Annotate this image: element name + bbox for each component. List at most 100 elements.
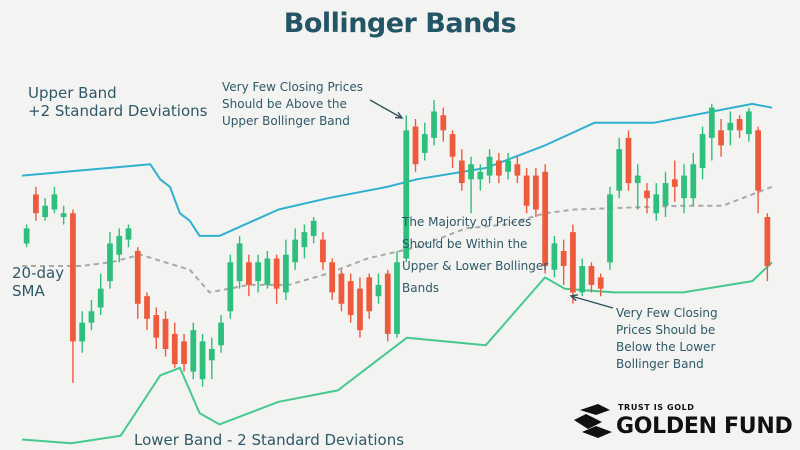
annotation-within-bands: The Majority of Prices Should be Within … [402, 215, 549, 295]
candle [60, 205, 67, 225]
candle [542, 164, 549, 274]
candle [264, 250, 271, 289]
candle-body [468, 164, 474, 180]
candle-body [42, 205, 49, 218]
candle-body [144, 296, 150, 319]
upper-band-label: Upper Band +2 Standard Deviations [28, 84, 208, 120]
chart-title: Bollinger Bands [283, 8, 517, 39]
candle-body [560, 250, 567, 267]
candle [468, 156, 474, 214]
candle-body [264, 258, 271, 285]
candle-body [634, 175, 641, 184]
candle [616, 137, 623, 199]
candle [449, 130, 456, 169]
candle [708, 103, 715, 161]
candle [486, 149, 493, 184]
candle [588, 262, 595, 293]
logo-mark-icon [574, 404, 612, 438]
candle [162, 311, 169, 357]
candle [199, 333, 206, 387]
candle [97, 273, 104, 316]
candle-body [440, 115, 447, 131]
candle-body [551, 243, 558, 270]
candle [625, 130, 632, 191]
arrow-bottom [570, 295, 614, 309]
candle-body [653, 194, 660, 214]
candle [375, 273, 382, 304]
candle [607, 186, 613, 270]
annotation-above-upper: Very Few Closing Prices Should be Above … [222, 80, 363, 128]
candle-body [718, 130, 724, 146]
candle-body [505, 160, 511, 172]
candle [662, 171, 669, 218]
candle-body [338, 273, 345, 304]
candle-body [273, 258, 280, 289]
candle-body [236, 243, 243, 282]
candle [671, 160, 678, 202]
candle [699, 126, 706, 180]
candle-body [755, 130, 761, 191]
candle [292, 228, 299, 270]
logo-tagline: TRUST IS GOLD [618, 403, 695, 412]
candle-body [134, 250, 141, 304]
candle-body [125, 228, 132, 240]
candle-body [745, 111, 752, 135]
candle [181, 333, 187, 372]
candle-body [764, 217, 771, 267]
logo-name: GOLDEN FUND [616, 414, 793, 439]
candle [70, 209, 76, 383]
candle-body [283, 254, 289, 293]
candle [514, 156, 521, 184]
candle [338, 269, 345, 312]
candle-body [625, 137, 632, 184]
candle-body [384, 273, 391, 334]
candle-body [486, 156, 493, 176]
candle [301, 224, 308, 259]
candle-body [329, 262, 336, 293]
candle [33, 186, 39, 221]
candle [357, 277, 363, 338]
candle [634, 164, 641, 210]
arrow-bottom-head [569, 294, 579, 302]
candle-body [153, 315, 160, 338]
candle [125, 224, 132, 248]
candle [190, 322, 197, 380]
candle [283, 239, 289, 300]
candle-body [727, 122, 734, 131]
annotation-below-lower: Very Few Closing Prices Should be Below … [616, 306, 718, 371]
candle [208, 337, 215, 380]
candle [523, 168, 530, 214]
candle [477, 164, 484, 191]
candle [597, 273, 604, 297]
candle-body [310, 220, 317, 236]
candle-body [227, 262, 234, 312]
candle [745, 107, 752, 142]
candle-body [514, 164, 521, 176]
candle [245, 254, 252, 297]
candle-body [107, 243, 113, 282]
candle [727, 111, 734, 146]
lower-band-label: Lower Band - 2 Standard Deviations [134, 431, 405, 449]
candle [421, 122, 428, 161]
candle [495, 152, 502, 184]
candle [79, 311, 86, 353]
candle [144, 292, 150, 331]
candle-body [97, 288, 104, 308]
candle [681, 164, 687, 214]
candle [273, 254, 280, 304]
candle [560, 239, 567, 285]
candle-body [181, 341, 187, 365]
candle-body [366, 277, 373, 312]
candle [718, 119, 724, 157]
candle [310, 217, 317, 244]
candle [153, 307, 160, 349]
candle-body [23, 228, 30, 244]
candle [23, 224, 30, 248]
candle-body [245, 262, 252, 285]
candle-body [662, 183, 669, 206]
candle-body [199, 341, 206, 380]
candle [644, 183, 650, 214]
candle-body [255, 262, 261, 282]
candle [412, 119, 419, 172]
